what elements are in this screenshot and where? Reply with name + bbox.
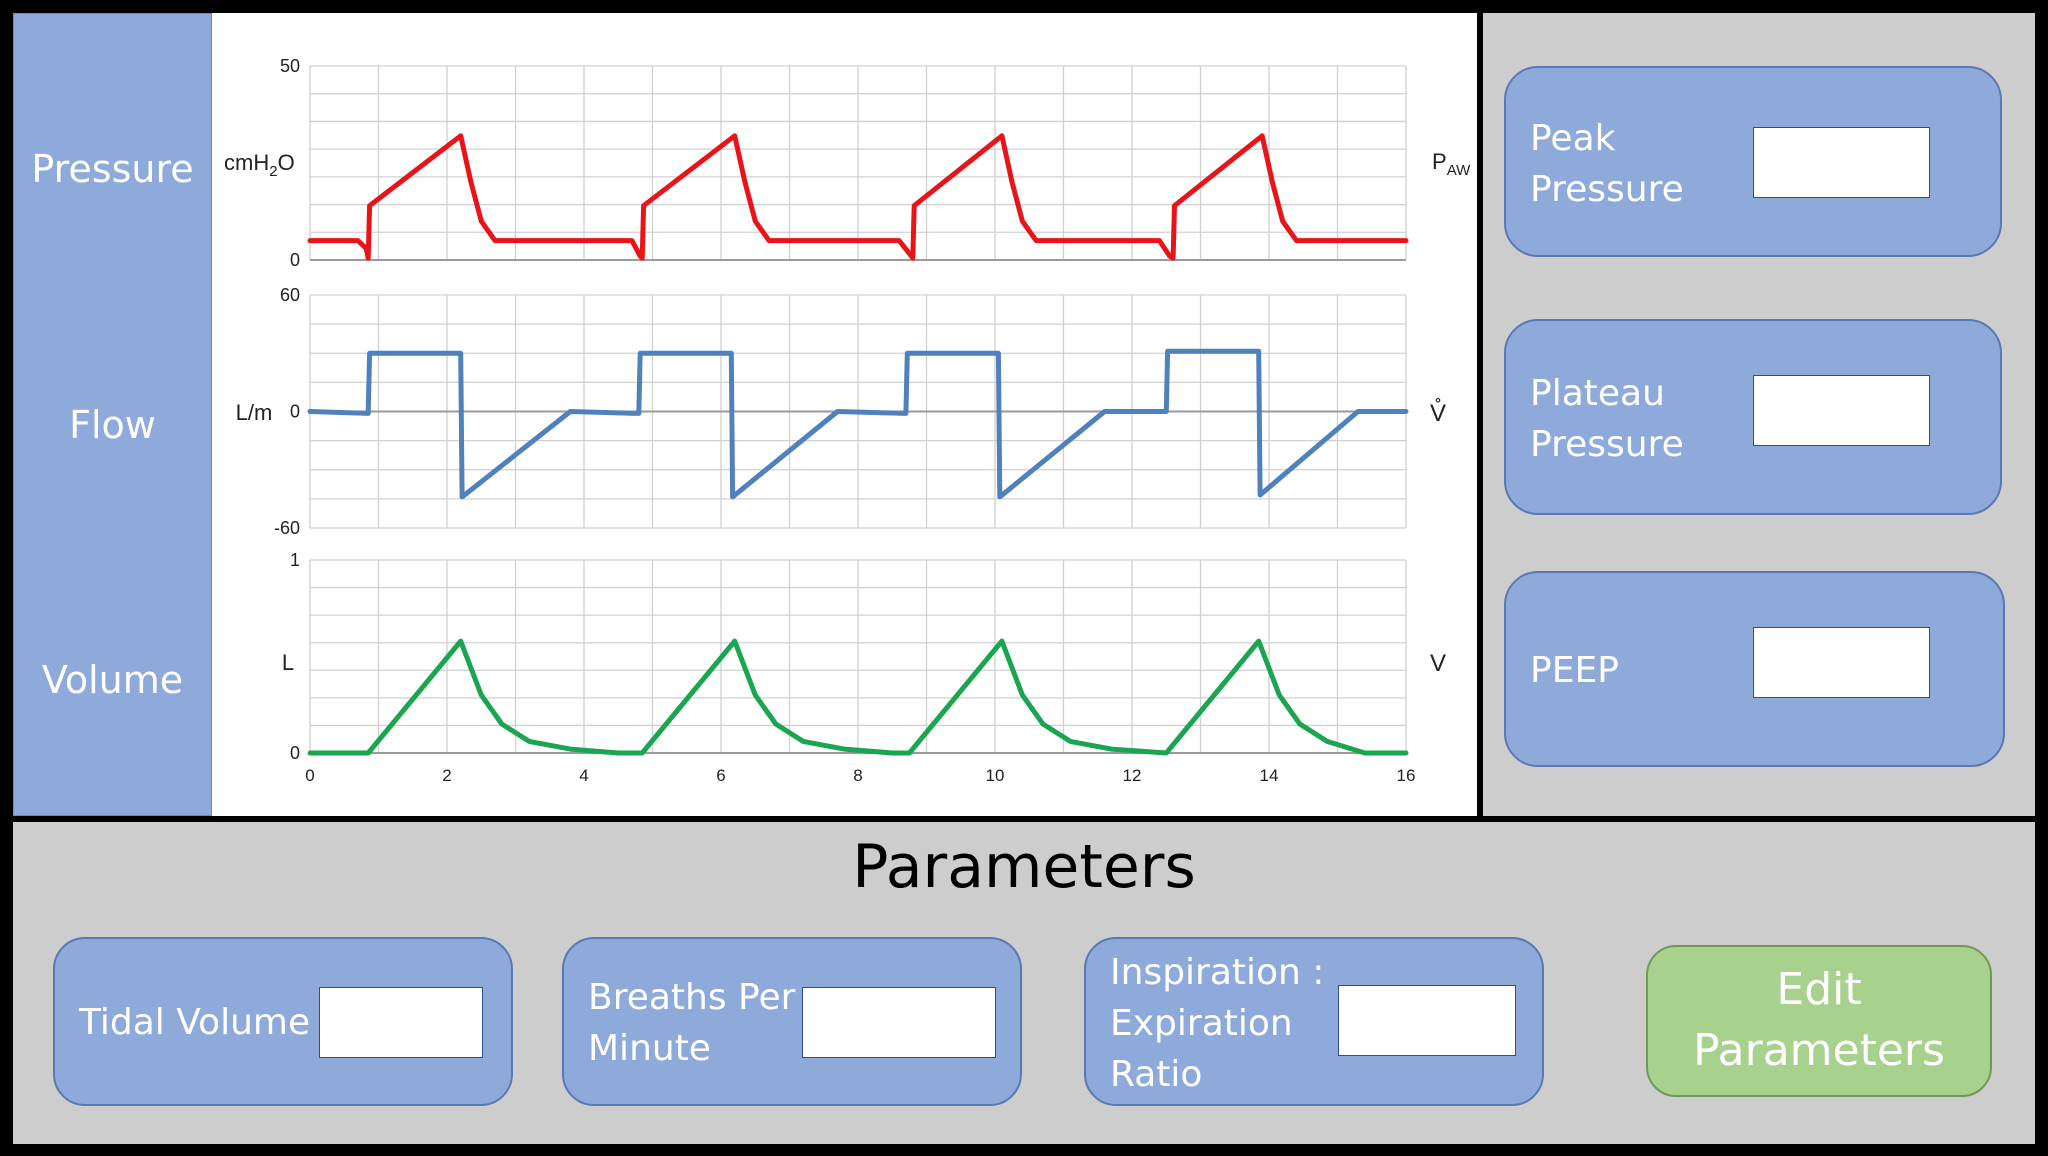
peak-pressure-label: Peak Pressure — [1530, 118, 1684, 210]
peak-pressure-value[interactable] — [1753, 127, 1930, 198]
flow-y-tick: 0 — [290, 402, 300, 422]
parameters-title: Parameters — [852, 832, 1196, 902]
breaths-per-minute-value[interactable] — [802, 987, 996, 1058]
flow-right-label: V̊ — [1430, 398, 1446, 427]
tidal-volume-label: Tidal Volume — [79, 1002, 311, 1043]
edit-parameters-button[interactable]: Edit Parameters — [1646, 945, 1992, 1097]
tidal-volume-value[interactable] — [319, 987, 483, 1058]
flow-label: Flow — [69, 403, 156, 447]
ie-ratio-value[interactable] — [1338, 985, 1516, 1056]
pressure-series-line — [307, 133, 1409, 261]
peep-label: PEEP — [1530, 650, 1619, 691]
plateau-pressure-card: Plateau Pressure — [1504, 319, 2002, 515]
ie-ratio-label: Inspiration : Expiration Ratio — [1110, 952, 1325, 1095]
volume-right-label: V — [1430, 650, 1446, 677]
time-x-tick: 2 — [442, 766, 451, 785]
volume-y-tick: 1 — [290, 550, 300, 570]
flow-unit-label: L/m — [236, 400, 273, 425]
measurements-panel: Peak Pressure Plateau Pressure PEEP — [1483, 13, 2035, 816]
time-x-tick: 14 — [1260, 766, 1279, 785]
waveform-labels-panel: Pressure Flow Volume — [13, 13, 212, 816]
volume-y-tick: 0 — [290, 743, 300, 763]
volume-series-line — [307, 638, 1409, 756]
volume-unit-label: L — [282, 650, 294, 675]
time-x-tick: 10 — [986, 766, 1005, 785]
time-x-tick: 4 — [579, 766, 588, 785]
waveform-chart-svg: 0 50 cmH2O PAW -60 0 60 L/m V̊ 0 1 L V 0 2 4 6 8 10 12 14 16 — [224, 56, 1471, 785]
plateau-pressure-label: Plateau Pressure — [1530, 373, 1684, 465]
time-x-tick: 12 — [1123, 766, 1142, 785]
flow-y-tick: -60 — [274, 518, 300, 538]
peak-pressure-card: Peak Pressure — [1504, 66, 2002, 257]
tidal-volume-card: Tidal Volume — [53, 937, 513, 1106]
pressure-unit-label: cmH2O — [224, 150, 295, 180]
pressure-right-label: PAW — [1432, 149, 1471, 179]
time-x-tick: 8 — [853, 766, 862, 785]
time-x-tick: 16 — [1397, 766, 1416, 785]
breaths-per-minute-label: Breaths Per Minute — [588, 977, 796, 1069]
peep-card: PEEP — [1504, 571, 2005, 767]
pressure-label: Pressure — [31, 147, 194, 191]
parameters-panel: Parameters Tidal Volume Breaths Per Minu… — [13, 822, 2035, 1144]
peep-value[interactable] — [1753, 627, 1930, 698]
waveform-charts: 0 50 cmH2O PAW -60 0 60 L/m V̊ 0 1 L V 0 2 4 6 8 10 12 14 16 — [212, 13, 1477, 816]
pressure-y-tick: 50 — [280, 56, 300, 76]
pressure-y-tick: 0 — [290, 250, 300, 270]
volume-label: Volume — [41, 658, 184, 702]
time-x-tick: 0 — [305, 766, 314, 785]
time-x-tick: 6 — [716, 766, 725, 785]
flow-series-line — [307, 348, 1409, 500]
flow-y-tick: 60 — [280, 285, 300, 305]
breaths-per-minute-card: Breaths Per Minute — [562, 937, 1022, 1106]
ie-ratio-card: Inspiration : Expiration Ratio — [1084, 937, 1544, 1106]
plateau-pressure-value[interactable] — [1753, 375, 1930, 446]
